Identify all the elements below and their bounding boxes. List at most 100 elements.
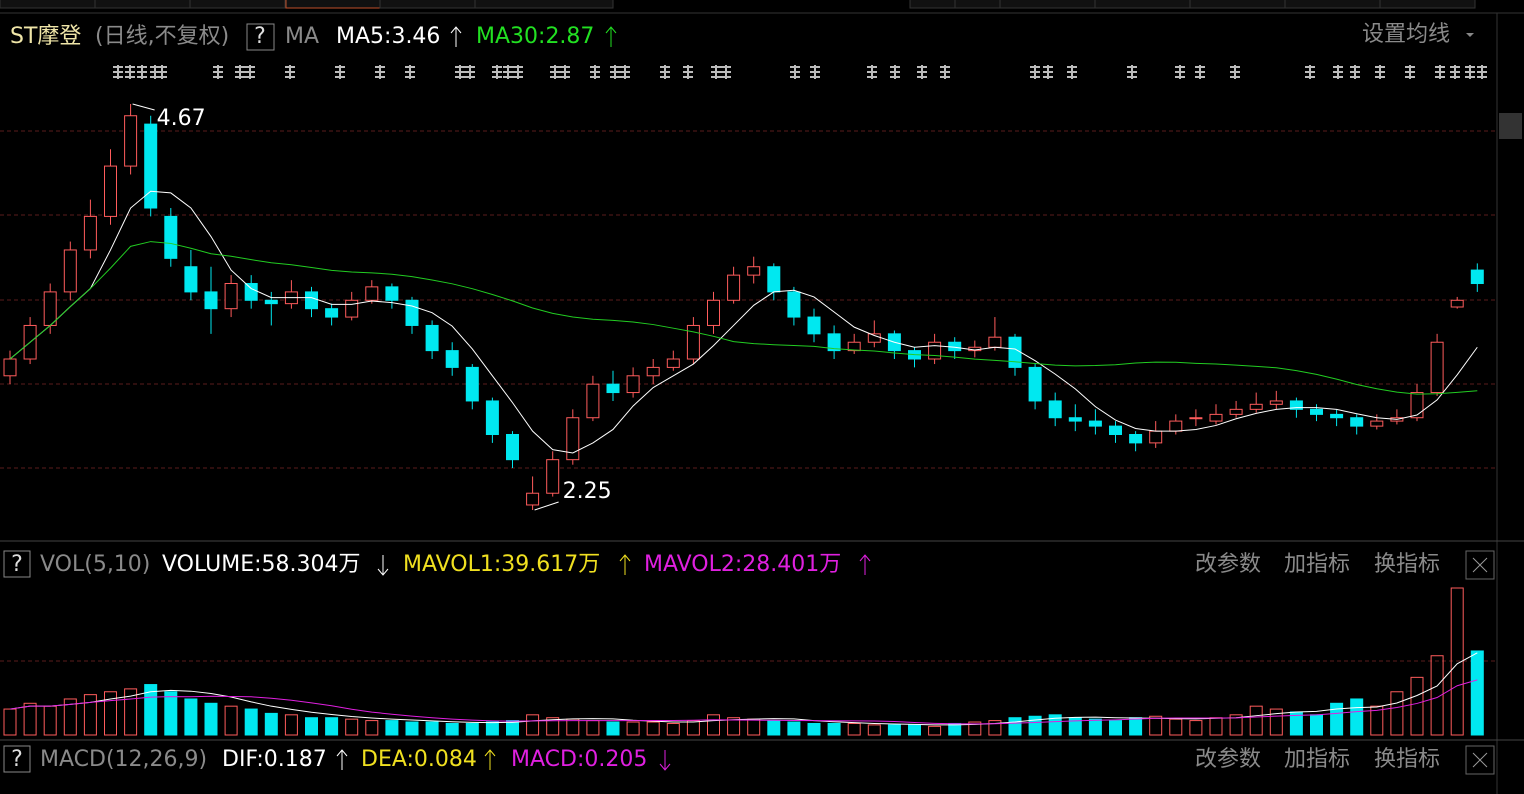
volume-bar xyxy=(887,724,901,736)
signal-marker xyxy=(1230,65,1240,79)
signal-marker xyxy=(213,65,223,79)
candle-body xyxy=(345,299,359,318)
candle-body xyxy=(847,341,861,352)
candle-body xyxy=(1310,408,1323,415)
signal-marker xyxy=(1127,65,1137,79)
candle-body xyxy=(184,266,198,293)
volume-bar xyxy=(244,708,258,736)
candle-body xyxy=(1229,408,1243,415)
help-box[interactable] xyxy=(3,550,31,578)
stock-name: ST摩登 xyxy=(10,24,81,49)
signal-marker xyxy=(1350,65,1360,79)
signal-marker xyxy=(285,65,295,79)
signal-marker xyxy=(711,65,721,79)
candle-body xyxy=(3,358,17,377)
close-button[interactable] xyxy=(1465,550,1495,580)
candle-body xyxy=(325,308,339,318)
volume-bar xyxy=(1189,720,1203,736)
volume-bar xyxy=(63,698,77,736)
volume-bar xyxy=(465,722,479,736)
button[interactable]: 加指标 xyxy=(1284,552,1350,577)
volume-bar xyxy=(325,717,339,736)
candle-body xyxy=(787,291,801,318)
candle-body xyxy=(1048,400,1062,419)
candle-body xyxy=(244,283,258,301)
candle-body xyxy=(43,291,57,326)
candle-body xyxy=(1169,420,1183,432)
candle-body xyxy=(586,383,600,419)
volume-bar xyxy=(707,714,720,736)
signal-marker xyxy=(1305,65,1315,79)
dropdown-icon[interactable] xyxy=(1466,33,1474,37)
help-box[interactable] xyxy=(246,23,275,51)
volume-bar xyxy=(1350,698,1364,736)
help-box[interactable] xyxy=(3,745,31,773)
signal-marker xyxy=(550,65,560,79)
candle-body xyxy=(606,383,620,394)
signal-marker xyxy=(465,65,475,79)
volume-bar xyxy=(224,705,238,736)
volume-bar xyxy=(807,722,821,736)
volume-bar xyxy=(1149,715,1163,736)
candle-body xyxy=(445,350,459,368)
signal-marker xyxy=(513,65,523,79)
volume-bar xyxy=(666,722,680,736)
up-arrow xyxy=(859,554,871,575)
volume-bar xyxy=(1390,691,1404,736)
candle-body xyxy=(1249,403,1263,410)
scrollbar[interactable] xyxy=(1499,113,1522,139)
help[interactable]: ? xyxy=(254,24,266,49)
settings-button[interactable]: 设置均线 xyxy=(1362,22,1450,47)
candle-body xyxy=(1068,417,1082,422)
candle-body xyxy=(827,333,841,352)
pointer xyxy=(132,103,155,111)
candle-body xyxy=(1189,417,1203,420)
signal-marker xyxy=(335,65,345,79)
signal-marker xyxy=(1067,65,1077,79)
signal-marker xyxy=(660,65,670,79)
volume-bar xyxy=(908,724,921,736)
signal-marker xyxy=(917,65,927,79)
pointer xyxy=(534,501,559,511)
dea-value: DEA:0.084 xyxy=(361,747,477,772)
signal-marker xyxy=(590,65,600,79)
high-label: 4.67 xyxy=(157,106,206,131)
button[interactable]: 改参数 xyxy=(1195,552,1261,577)
signal-marker xyxy=(1043,65,1053,79)
top-tabs xyxy=(0,0,1476,9)
volume-bar xyxy=(425,721,439,736)
button[interactable]: 换指标 xyxy=(1374,747,1440,772)
mavol1-value: MAVOL1:39.617万 xyxy=(403,552,600,577)
help[interactable]: ? xyxy=(11,747,23,772)
button[interactable]: 换指标 xyxy=(1374,552,1440,577)
candle-body xyxy=(1289,400,1303,410)
signal-marker xyxy=(810,65,820,79)
volume-bar xyxy=(1048,714,1062,736)
candle-body xyxy=(1430,341,1444,394)
candle-body xyxy=(686,324,700,360)
signal-marker xyxy=(150,65,160,79)
button[interactable]: 改参数 xyxy=(1195,747,1261,772)
signal-marker xyxy=(1450,65,1460,79)
candle-body xyxy=(1410,392,1424,419)
mavol2-line xyxy=(9,679,1478,725)
volume-bar xyxy=(606,721,620,736)
candle-body xyxy=(1269,400,1283,405)
volume-bar xyxy=(546,717,560,736)
volume-bar xyxy=(1450,587,1464,736)
volume-bar xyxy=(787,721,801,736)
candle-body xyxy=(1088,420,1102,427)
candle-body xyxy=(485,400,499,436)
volume-bar xyxy=(1370,705,1384,736)
volume-bar xyxy=(847,722,861,736)
volume-bar xyxy=(104,691,117,736)
candle-body xyxy=(1450,299,1464,308)
macd-value: MACD:0.205 xyxy=(511,747,647,772)
help[interactable]: ? xyxy=(11,552,23,577)
close-button[interactable] xyxy=(1465,745,1495,775)
volume-bar xyxy=(867,724,881,736)
candle-body xyxy=(425,324,439,352)
signal-marker xyxy=(721,65,731,79)
button[interactable]: 加指标 xyxy=(1284,747,1350,772)
